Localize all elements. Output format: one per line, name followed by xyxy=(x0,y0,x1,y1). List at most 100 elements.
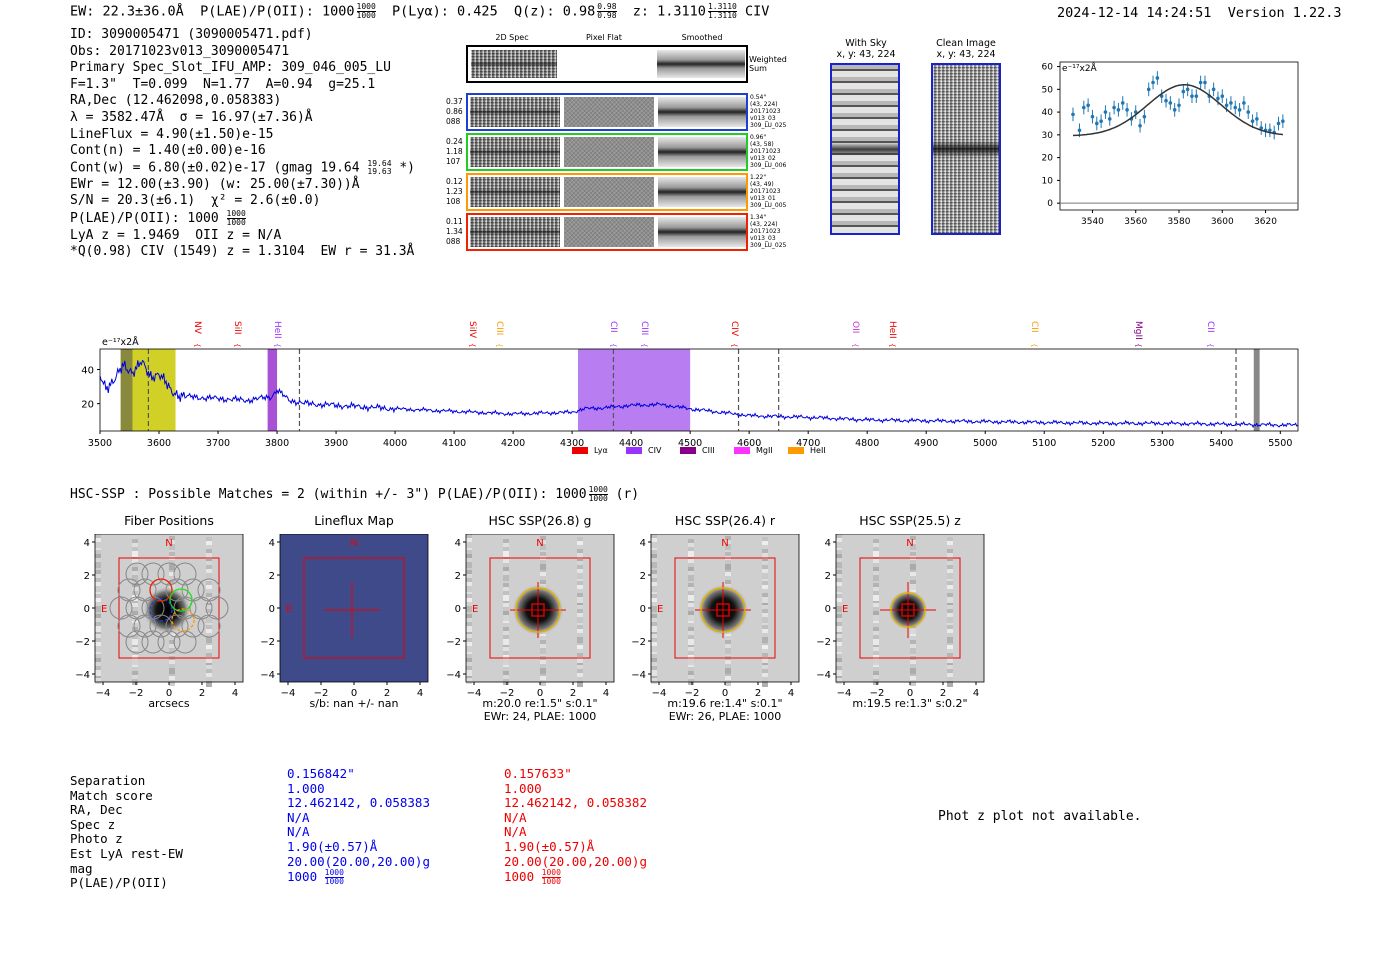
hsc-panel-4-noise-92 xyxy=(651,674,657,680)
fit-point-21 xyxy=(1164,98,1168,103)
hsc-panel-3-xlabel: m:20.0 re:1.5" s:0.1" xyxy=(482,697,598,710)
match-red-score: 1.000 xyxy=(504,780,542,796)
fit-point-28 xyxy=(1194,94,1199,98)
hsc-panel-4-noise-108 xyxy=(651,634,657,640)
hsc-panel-4-noise-195 xyxy=(762,657,768,663)
hsc-panel-5-noise-113 xyxy=(873,603,879,609)
hsc-panel-1-noise-79 xyxy=(206,577,212,583)
fiber-row-2-meta-0: 0.96" xyxy=(750,134,767,141)
hsc-panel-5-noise-214 xyxy=(910,628,916,634)
hsc-panel-5-noise-129 xyxy=(873,563,879,569)
hsc-panel-2-ytick-label-4: −4 xyxy=(260,670,275,681)
hsc-panel-1-aperture-box xyxy=(118,557,220,659)
fit-point-47 xyxy=(1276,121,1281,126)
hsc-panel-3-noise-172 xyxy=(466,622,472,628)
hsc-panel-1-noise-115 xyxy=(206,561,212,567)
hsc-panel-3-noise-193 xyxy=(503,551,509,557)
hsc-panel-4-noise-149 xyxy=(688,587,694,593)
clean-image xyxy=(931,63,1001,235)
hsc-title: HSC-SSP : Possible Matches = 2 (within +… xyxy=(70,486,639,503)
fit-point-29 xyxy=(1198,80,1203,85)
hsc-panel-5-noise-148 xyxy=(836,534,842,540)
hsc-panel-3-noise-155 xyxy=(577,609,583,615)
hsc-panel-5-noise-217 xyxy=(873,639,879,645)
hsc-panel-4-noise-129 xyxy=(688,563,694,569)
hsc-panel-1-noise-127 xyxy=(206,605,212,611)
hsc-panel-4-noise-171 xyxy=(762,569,768,575)
hsc-panel-1-noise-80 xyxy=(95,630,101,636)
match-red-column: 0.157633" 1.000 12.462142, 0.058382 N/A … xyxy=(504,766,647,886)
hsc-panel-1-noise-129 xyxy=(132,563,138,569)
hsc-panel-5-noise-81 xyxy=(873,535,879,541)
hsc-panel-3-noise-120 xyxy=(466,678,472,684)
hsc-panel-2-north: N xyxy=(350,538,357,549)
hsc-panel-5-noise-89 xyxy=(873,663,879,669)
hsc-panel-5-noise-106 xyxy=(910,676,916,682)
hsc-panel-2-ytick-label-1: 2 xyxy=(269,571,275,582)
hsc-panel-4-noise-140 xyxy=(651,554,657,560)
fiber-circle-blue xyxy=(149,598,173,622)
hsc-panel-4-noise-162 xyxy=(725,536,731,542)
hsc-panel-1-noise-212 xyxy=(95,670,101,676)
fiber-circle-18 xyxy=(149,614,173,638)
hsc-panel-4-noise-209 xyxy=(688,659,694,665)
fiber-circle-green xyxy=(169,588,193,612)
hsc-panel-2-aperture-box xyxy=(303,557,405,659)
hsc-panel-1-title: Fiber Positions xyxy=(124,513,214,528)
hsc-panel-1-noise-81 xyxy=(132,535,138,541)
hsc-panel-3-noise-105 xyxy=(503,623,509,629)
hsc-panel-5-noise-200 xyxy=(836,626,842,632)
spec-xtick-label-9: 4400 xyxy=(619,438,643,449)
hsc-panel-5-noise-209 xyxy=(873,659,879,665)
hsc-panel-1-noise-155 xyxy=(206,609,212,615)
spec-xtick-label-8: 4300 xyxy=(560,438,584,449)
hsc-panel-5-noise-191 xyxy=(947,593,953,599)
hsc-panel-3-noise-162 xyxy=(540,536,546,542)
fiber-row-3-value-1: 1.23 xyxy=(446,187,463,196)
hsc-panel-3-noise-208 xyxy=(466,606,472,612)
spec-line-label-bracket-10: { xyxy=(1030,343,1038,347)
hsc-panel-4-noise-188 xyxy=(651,582,657,588)
hsc-panel-1-noise-135 xyxy=(206,585,212,591)
hsc-panel-3-noise-161 xyxy=(503,631,509,637)
match-blue-specz: N/A xyxy=(287,809,310,825)
col-title-2dspec: 2D Spec xyxy=(495,33,529,42)
hsc-panel-3-noise-143 xyxy=(577,565,583,571)
hsc-panel-1-noise-200 xyxy=(95,626,101,632)
fiber-circle-2 xyxy=(157,562,181,586)
hsc-panel-5-image: N E −4 −2 0 2 4 4 2 0 −2 −4 xyxy=(816,534,985,699)
hsc-panel-4-noise-190 xyxy=(725,540,731,546)
hsc-panel-4-noise-182 xyxy=(725,560,731,566)
header-ew: EW: 22.3±36.0Å xyxy=(70,3,184,20)
fiber-row-1-meta-2: 20171023 xyxy=(750,108,781,115)
hsc-panel-5-xtick-label-0: −4 xyxy=(837,688,852,699)
fit-point-17 xyxy=(1146,87,1151,92)
hsc-panel-4-noise-191 xyxy=(762,593,768,599)
info-sn: S/N = 20.3(±6.1) χ² = 2.6(±0.0) xyxy=(70,193,321,209)
hsc-panel-1-noise-211 xyxy=(206,617,212,623)
match-label-separation: Separation xyxy=(70,773,146,788)
fit-units-label: e⁻¹⁷x2Å xyxy=(1062,62,1098,74)
hsc-panel-1-noise-88 xyxy=(95,610,101,616)
fiber-row-4-meta-2: 20171023 xyxy=(750,228,781,235)
spec-xtick-label-16: 5100 xyxy=(1032,438,1056,449)
hsc-panel-1-noise-113 xyxy=(132,603,138,609)
spec-legend-label-0: Lyα xyxy=(594,446,608,455)
hsc-panel-5-noise-133 xyxy=(873,627,879,633)
with-sky-title: With Sky xyxy=(845,38,887,49)
hsc-panel-4-noise-117 xyxy=(688,667,694,673)
hsc-panel-4-noise-147 xyxy=(762,629,768,635)
fiber-row-2-smoothed xyxy=(658,137,746,167)
fit-ytick-label-3: 30 xyxy=(1042,131,1054,141)
spec-line-label-9: HeII { xyxy=(887,321,897,347)
hsc-panel-3-noise-132 xyxy=(466,574,472,580)
hsc-panel-4-noise-215 xyxy=(762,681,768,687)
hsc-panel-3-noise-95 xyxy=(577,537,583,543)
hsc-panel-5-noise-97 xyxy=(873,643,879,649)
hsc-panel-1-noise-92 xyxy=(95,674,101,680)
hsc-panel-3-noise-152 xyxy=(466,598,472,604)
hsc-panel-5-noise-161 xyxy=(873,631,879,637)
fit-xtick-label-0: 3540 xyxy=(1081,217,1104,227)
fiber-row-1-value-2: 088 xyxy=(446,117,461,126)
hsc-panel-1-noise-78 xyxy=(169,672,175,678)
